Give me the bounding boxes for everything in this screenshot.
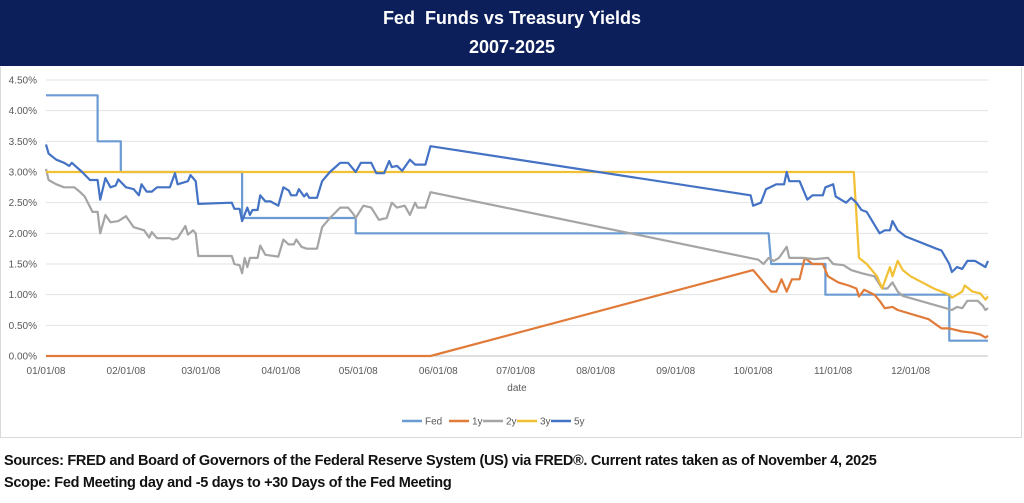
x-tick-label: 01/01/08 (27, 366, 66, 377)
y-tick-label: 1.00% (9, 290, 37, 301)
series-line-1y (46, 256, 989, 358)
x-tick-label: 06/01/08 (419, 366, 458, 377)
legend: Fed 1y 2y 3y 5y (402, 417, 585, 428)
legend-label: 5y (574, 417, 585, 428)
legend-item-5y: 5y (551, 417, 585, 428)
y-tick-label: 0.00% (9, 352, 37, 363)
x-tick-label: 05/01/08 (339, 366, 378, 377)
y-axis-ticks: 0.00% 0.50% 1.00% 1.50% 2.00% 2.50% 3.00% 3.50%… (9, 76, 37, 363)
y-tick-label: 4.00% (9, 106, 37, 117)
x-tick-label: 04/01/08 (261, 366, 300, 377)
chart-area (0, 67, 1022, 438)
legend-label: 2y (506, 417, 517, 428)
series-lines (44, 94, 990, 358)
x-tick-label: 03/01/08 (181, 366, 220, 377)
chart-title: Fed Funds vs Treasury Yields (382, 8, 642, 28)
y-tick-label: 1.50% (9, 260, 37, 271)
x-tick-label: 10/01/08 (734, 366, 773, 377)
scope-note: Scope: Fed Meeting day and -5 days to +3… (4, 475, 452, 491)
x-axis-ticks: 01/01/08 02/01/08 03/01/08 04/01/08 05/01/08… (27, 366, 931, 377)
x-tick-label: 11/01/08 (814, 366, 853, 377)
y-tick-label: 3.00% (9, 168, 37, 179)
legend-label: 1y (472, 417, 483, 428)
x-tick-label: 12/01/08 (891, 366, 930, 377)
x-tick-label: 02/01/08 (107, 366, 146, 377)
y-tick-label: 3.50% (9, 137, 37, 148)
legend-item-2y: 2y (483, 417, 517, 428)
series-line-2y (44, 168, 989, 312)
x-tick-label: 07/01/08 (496, 366, 535, 377)
legend-label: 3y (540, 417, 551, 428)
legend-item-fed: Fed (402, 417, 442, 428)
legend-item-3y: 3y (517, 417, 551, 428)
y-tick-label: 2.50% (9, 198, 37, 209)
legend-item-1y: 1y (449, 417, 483, 428)
chart-title-banner: Fed Funds vs Treasury Yields 2007-2025 (0, 0, 1024, 66)
y-tick-label: 2.00% (9, 229, 37, 240)
x-tick-label: 08/01/08 (576, 366, 615, 377)
chart-subtitle: 2007-2025 (468, 37, 556, 57)
y-tick-label: 0.50% (9, 321, 37, 332)
series-line-fed (46, 94, 988, 342)
y-tick-label: 4.50% (9, 76, 37, 87)
series-line-5y (44, 144, 990, 274)
sources-note: Sources: FRED and Board of Governors of … (4, 453, 877, 469)
x-axis-label: date (507, 383, 527, 394)
x-tick-label: 09/01/08 (656, 366, 695, 377)
series-line-3y (46, 170, 989, 301)
line-chart: 0.00% 0.50% 1.00% 1.50% 2.00% 2.50% 3.00% 3.50%… (9, 76, 990, 428)
legend-label: Fed (425, 417, 442, 428)
gridlines (46, 79, 988, 357)
